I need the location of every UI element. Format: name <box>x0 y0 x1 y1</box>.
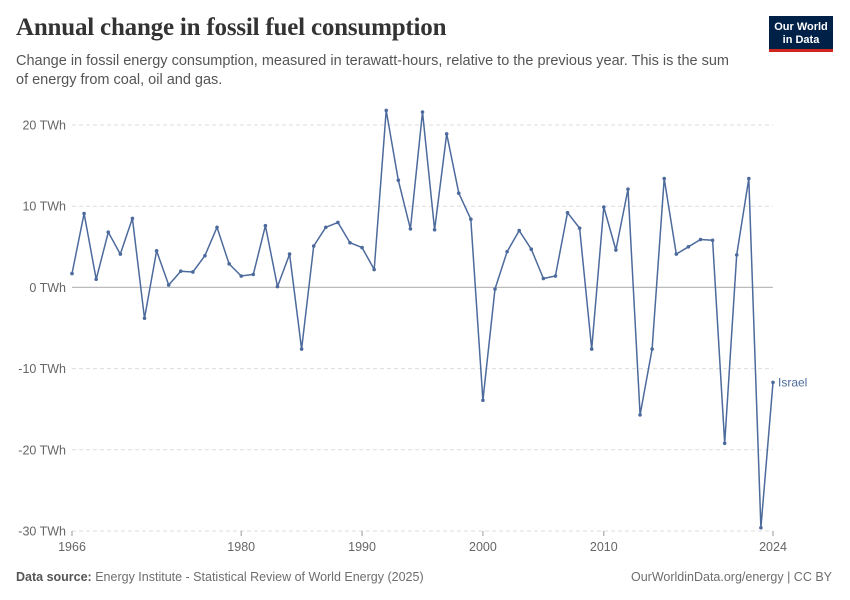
data-point[interactable] <box>215 225 219 230</box>
data-point[interactable] <box>771 380 775 385</box>
data-point[interactable] <box>747 176 751 181</box>
data-point[interactable] <box>541 276 546 281</box>
x-tick-label: 1990 <box>348 540 376 554</box>
data-point[interactable] <box>650 347 654 351</box>
x-tick-label: 1980 <box>227 540 255 554</box>
series-label[interactable]: Israel <box>778 375 807 389</box>
data-point[interactable] <box>142 316 147 321</box>
data-point[interactable] <box>553 274 558 278</box>
data-point[interactable] <box>698 237 703 242</box>
y-tick-label: 20 TWh <box>22 119 66 133</box>
footer-link[interactable]: OurWorldinData.org/energy | CC BY <box>630 570 832 584</box>
logo-line-2: in Data <box>782 33 820 46</box>
data-point[interactable] <box>154 249 159 253</box>
data-point[interactable] <box>722 441 727 446</box>
data-point[interactable] <box>299 347 304 351</box>
data-point[interactable] <box>505 249 509 254</box>
y-tick-label: -20 TWh <box>18 443 66 457</box>
data-point[interactable] <box>420 110 425 114</box>
data-point[interactable] <box>348 240 352 245</box>
data-point[interactable] <box>227 262 231 266</box>
data-point[interactable] <box>203 253 207 258</box>
y-tick-label: 10 TWh <box>22 200 66 214</box>
data-point[interactable] <box>70 271 74 276</box>
data-point[interactable] <box>324 225 328 230</box>
data-point[interactable] <box>336 220 340 225</box>
data-point[interactable] <box>384 108 389 113</box>
data-point[interactable] <box>674 252 679 256</box>
data-point[interactable] <box>130 216 135 221</box>
data-point[interactable] <box>82 211 86 216</box>
data-point[interactable] <box>601 205 606 209</box>
data-point[interactable] <box>396 178 401 183</box>
chart-title: Annual change in fossil fuel consumption <box>16 14 447 41</box>
x-tick-label: 2024 <box>759 540 787 554</box>
data-source-text[interactable]: Energy Institute - Statistical Review of… <box>95 570 424 584</box>
data-point[interactable] <box>94 277 98 282</box>
x-tick-label: 1966 <box>58 540 86 554</box>
owid-logo[interactable]: Our World in Data <box>769 16 833 52</box>
data-source-label: Data source: <box>16 570 92 584</box>
data-point[interactable] <box>166 283 171 287</box>
series-line-israel <box>71 109 774 529</box>
data-point[interactable] <box>577 226 582 230</box>
data-point[interactable] <box>239 274 244 278</box>
logo-line-1: Our World <box>774 21 828 33</box>
data-point[interactable] <box>662 176 667 181</box>
y-tick-label: 0 TWh <box>29 281 66 295</box>
data-point[interactable] <box>493 287 497 291</box>
data-point[interactable] <box>686 245 691 249</box>
data-point[interactable] <box>408 227 413 231</box>
chart-subtitle: Change in fossil energy consumption, mea… <box>16 53 730 88</box>
data-point[interactable] <box>444 132 449 136</box>
data-point[interactable] <box>626 187 630 191</box>
y-tick-label: -10 TWh <box>18 362 66 376</box>
data-point[interactable] <box>311 244 316 248</box>
data-source: Data source: Energy Institute - Statisti… <box>16 570 424 584</box>
data-point[interactable] <box>614 248 618 252</box>
data-point[interactable] <box>263 223 268 228</box>
data-point[interactable] <box>589 347 594 351</box>
data-point[interactable] <box>759 525 763 530</box>
data-point[interactable] <box>432 227 437 232</box>
data-point[interactable] <box>517 228 521 233</box>
data-point[interactable] <box>178 269 183 273</box>
data-point[interactable] <box>456 191 461 196</box>
data-point[interactable] <box>481 398 485 403</box>
data-point[interactable] <box>372 267 376 272</box>
data-point[interactable] <box>118 252 123 256</box>
data-point[interactable] <box>275 284 280 289</box>
data-point[interactable] <box>710 238 715 243</box>
data-point[interactable] <box>469 217 473 221</box>
x-tick-label: 2010 <box>590 540 618 554</box>
data-point[interactable] <box>565 210 570 215</box>
data-point[interactable] <box>734 253 739 257</box>
data-point[interactable] <box>360 245 364 250</box>
y-tick-label: -30 TWh <box>18 525 66 539</box>
data-point[interactable] <box>106 230 111 234</box>
data-point[interactable] <box>287 252 292 256</box>
data-point[interactable] <box>191 270 195 274</box>
data-point[interactable] <box>251 272 256 277</box>
data-point[interactable] <box>638 413 642 417</box>
data-point[interactable] <box>529 247 534 252</box>
x-tick-label: 2000 <box>469 540 497 554</box>
